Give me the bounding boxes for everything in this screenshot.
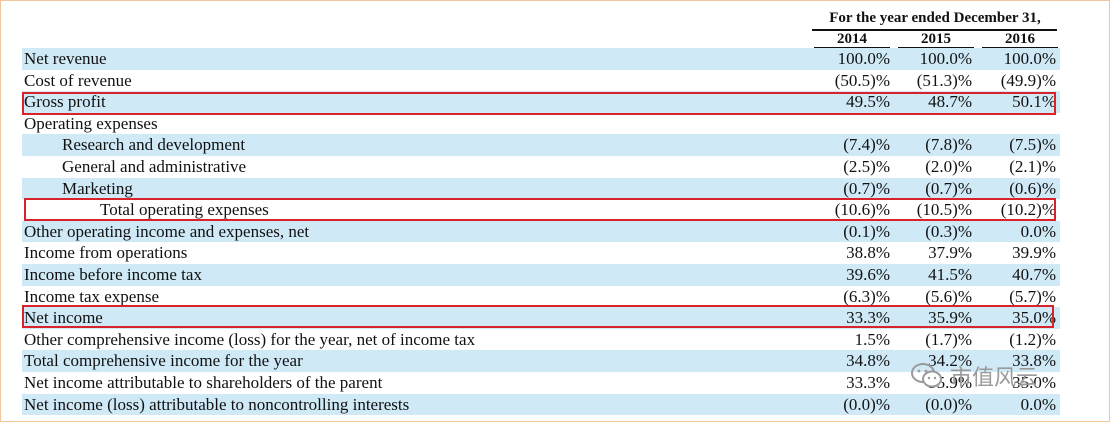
wechat-icon (911, 363, 942, 388)
income-statement-table: Net revenue 100.0% 100.0% 100.0% Cost of rev… (22, 48, 1060, 416)
value-2014: 100.0% (837, 49, 890, 68)
value-2014: (50.5)% (834, 70, 890, 90)
table-row: General and administrative (2.5)% (2.0)% (2… (22, 156, 1060, 178)
value-2015: 35.9% (928, 308, 972, 328)
value-2015: (5.6)% (925, 286, 972, 306)
value-2015: (0.0)% (925, 394, 972, 414)
value-2015: 34.2% (928, 351, 972, 371)
row-label: Net revenue (24, 49, 107, 68)
value-2015: 41.5% (928, 264, 972, 284)
value-2014: (0.7)% (843, 178, 890, 198)
value-2016: 0.0% (1020, 394, 1056, 414)
value-2014: (2.5)% (843, 156, 890, 176)
table-row: Net revenue 100.0% 100.0% 100.0% (22, 48, 1060, 70)
value-2014: 33.3% (846, 372, 890, 392)
value-2016: 35.0% (1012, 372, 1056, 392)
value-2014: 34.8% (846, 351, 890, 371)
watermark: 市值风云 (910, 356, 1038, 396)
row-label: Marketing (62, 178, 133, 198)
value-2014: 49.5% (846, 92, 890, 112)
value-2014: 1.5% (854, 329, 890, 349)
value-2016: (7.5)% (1009, 135, 1056, 155)
row-label: Net income (loss) attributable to noncon… (24, 394, 410, 414)
value-2015: (0.3)% (925, 221, 972, 241)
value-2016: (49.9)% (1000, 70, 1056, 90)
value-2015: (10.5)% (916, 200, 972, 220)
value-2015: (0.7)% (925, 178, 972, 198)
table-row: Net income attributable to shareholders … (22, 372, 1060, 394)
value-2016: 50.1% (1012, 92, 1056, 112)
value-2015: 37.9% (928, 243, 972, 263)
value-2014: 38.8% (846, 243, 890, 263)
table-row: Total comprehensive income for the year 3… (22, 350, 1060, 372)
row-label: Income tax expense (24, 286, 159, 306)
value-2014: (0.0)% (843, 394, 890, 414)
table-header-caption: For the year ended December 31, (829, 10, 1041, 26)
row-label: Other comprehensive income (loss) for th… (24, 329, 476, 349)
year-header-2014: 2014 (837, 31, 867, 47)
value-2016: 100.0% (1003, 49, 1056, 68)
row-label: Cost of revenue (24, 70, 132, 90)
value-2016: 0.0% (1020, 221, 1056, 241)
row-label: Income before income tax (24, 264, 202, 284)
value-2014: 33.3% (846, 308, 890, 328)
row-label: Total operating expenses (100, 200, 269, 220)
value-2015: (7.8)% (925, 135, 972, 155)
table-row: Cost of revenue (50.5)% (51.3)% (49.9)% (22, 70, 1060, 92)
row-label: Net income attributable to shareholders … (24, 372, 383, 392)
row-label: Research and development (62, 135, 246, 155)
value-2016: 33.8% (1012, 351, 1056, 371)
row-label: Income from operations (24, 243, 188, 263)
value-2016: 40.7% (1012, 264, 1056, 284)
value-2016: 35.0% (1012, 308, 1056, 328)
value-2016: 39.9% (1012, 243, 1056, 263)
value-2016: (10.2)% (1000, 200, 1056, 220)
table-row: Research and development (7.4)% (7.8)% (7.5… (22, 134, 1060, 156)
value-2014: (7.4)% (843, 135, 890, 155)
value-2016: (2.1)% (1009, 156, 1056, 176)
header-rule (812, 29, 1057, 31)
row-label: General and administrative (62, 156, 247, 176)
table-row: Income tax expense (6.3)% (5.6)% (5.7)% (22, 286, 1060, 308)
value-2015: (2.0)% (925, 156, 972, 176)
table-row: Marketing (0.7)% (0.7)% (0.6)% (22, 177, 1060, 200)
value-2014: 39.6% (846, 264, 890, 284)
row-label: Operating expenses (24, 113, 158, 133)
row-label: Total comprehensive income for the year (24, 351, 303, 371)
table-row: Net income 33.3% 35.9% 35.0% (22, 307, 1060, 329)
value-2016: (5.7)% (1009, 286, 1056, 306)
table-row: Gross profit 49.5% 48.7% 50.1% (22, 91, 1060, 113)
value-2015: (1.7)% (925, 329, 972, 349)
value-2016: (1.2)% (1009, 329, 1056, 349)
value-2015: 100.0% (919, 49, 972, 68)
value-2015: 48.7% (928, 92, 972, 112)
value-2016: (0.6)% (1009, 178, 1056, 198)
year-header-2015: 2015 (921, 31, 951, 47)
row-label: Other operating income and expenses, net (24, 221, 310, 241)
table-row: Operating expenses (22, 113, 1060, 135)
value-2014: (0.1)% (843, 221, 890, 241)
value-2015: (51.3)% (916, 70, 972, 90)
table-row: Other comprehensive income (loss) for th… (22, 329, 1060, 351)
table-row: Net income (loss) attributable to noncon… (22, 393, 1060, 416)
row-label: Net income (24, 308, 103, 328)
value-2014: (6.3)% (843, 286, 890, 306)
year-header-2016: 2016 (1005, 31, 1035, 47)
table-row: Total operating expenses (10.6)% (10.5)% (1… (22, 199, 1060, 221)
table-row: Income from operations 38.8% 37.9% 39.9% (22, 242, 1060, 264)
table-row: Income before income tax 39.6% 41.5% 40.7% (22, 263, 1060, 286)
table-row: Other operating income and expenses, net… (22, 220, 1060, 243)
value-2014: (10.6)% (834, 200, 890, 220)
row-label: Gross profit (24, 92, 106, 112)
watermark-text: 市值风云 (950, 366, 1039, 391)
